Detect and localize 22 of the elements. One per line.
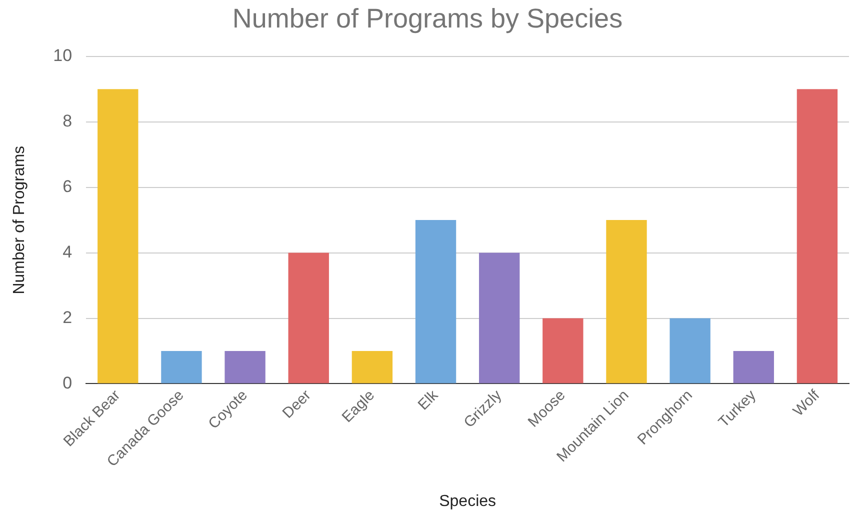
x-tick-label: Elk: [414, 386, 442, 414]
y-tick-label: 10: [53, 46, 72, 66]
y-axis-title: Number of Programs: [11, 146, 28, 294]
y-tick-label: 4: [62, 242, 72, 262]
x-axis-title: Species: [439, 492, 496, 510]
y-tick-label: 6: [62, 177, 72, 196]
y-tick-label: 0: [62, 373, 72, 392]
bar: [288, 252, 329, 384]
bar: [352, 350, 393, 384]
bar: [161, 350, 202, 384]
chart-title: Number of Programs by Species: [232, 4, 623, 34]
bar: [98, 89, 138, 384]
bar: [479, 252, 520, 384]
bar: [224, 350, 266, 384]
bar: [733, 350, 774, 384]
y-tick-label: 8: [62, 112, 72, 131]
bar: [606, 220, 647, 384]
bar: [415, 220, 456, 384]
bar: [670, 318, 710, 384]
bar: [796, 89, 838, 384]
y-tick-label: 2: [62, 308, 72, 327]
bar: [542, 318, 584, 384]
